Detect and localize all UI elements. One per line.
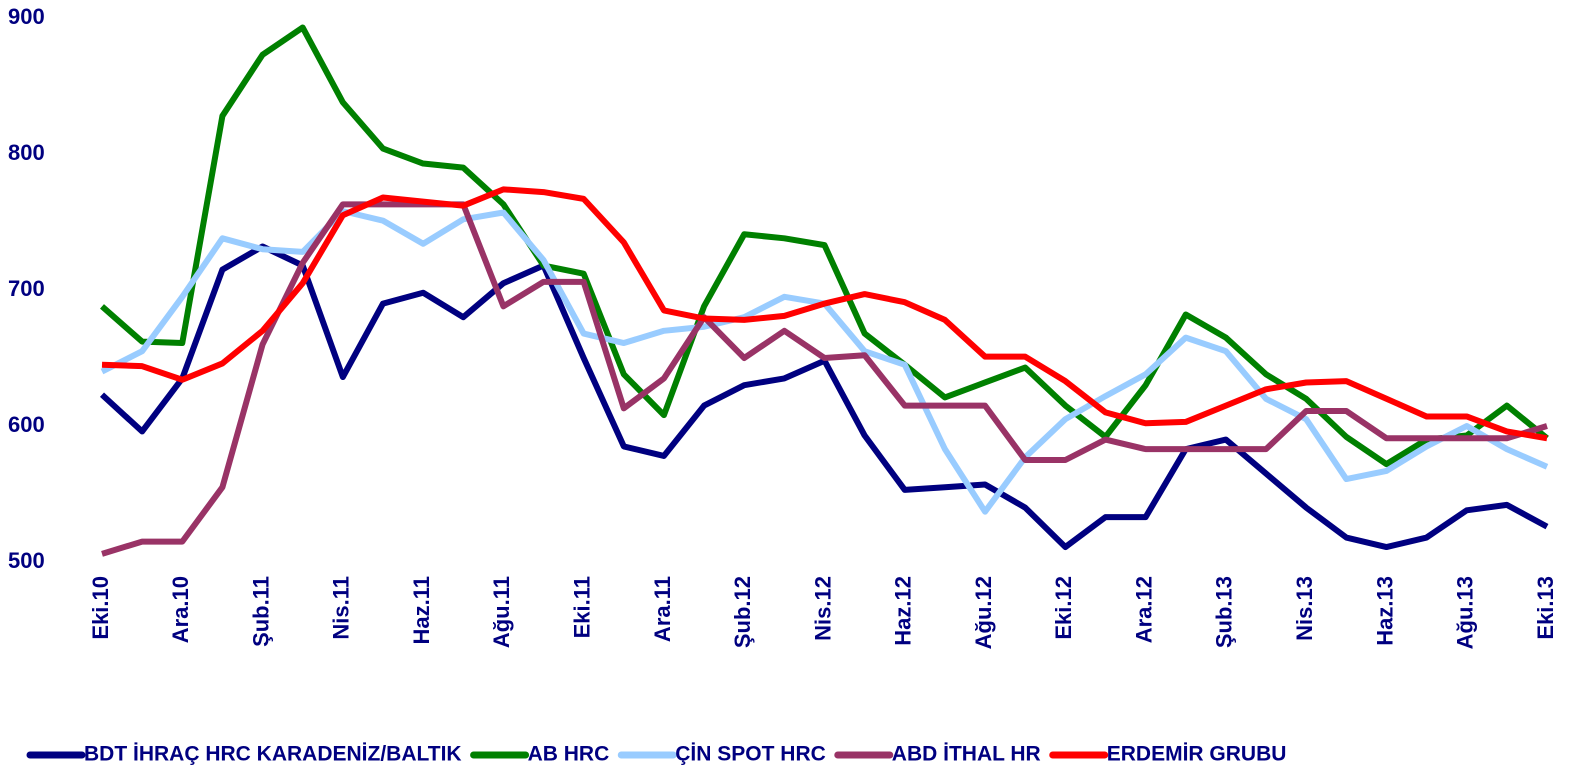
legend-label: ABD İTHAL HR — [892, 743, 1041, 766]
x-tick-label: Eki.13 — [1533, 576, 1558, 640]
legend-label: AB HRC — [528, 743, 610, 766]
x-tick-label: Şub.11 — [248, 576, 273, 647]
x-tick-label: Nis.11 — [329, 576, 354, 640]
x-tick-label: Haz.13 — [1372, 576, 1397, 646]
x-tick-label: Ara.12 — [1131, 576, 1156, 643]
y-tick-label: 600 — [8, 412, 45, 437]
x-tick-label: Nis.12 — [810, 576, 835, 641]
series-line — [99, 243, 1549, 551]
x-tick-label: Ağu.13 — [1453, 576, 1478, 649]
y-tick-label: 800 — [8, 140, 45, 165]
x-tick-label: Ara.11 — [650, 576, 675, 642]
y-tick-label: 700 — [8, 276, 45, 301]
legend-label: ERDEMİR GRUBU — [1107, 743, 1287, 766]
legend-label: BDT İHRAÇ HRC KARADENİZ/BALTIK — [84, 743, 462, 766]
x-tick-label: Eki.12 — [1051, 576, 1076, 640]
series-line — [100, 24, 1549, 468]
x-tick-label: Haz.11 — [409, 576, 434, 645]
series-line — [101, 201, 1548, 557]
x-tick-label: Eki.11 — [569, 576, 594, 638]
x-tick-label: Haz.12 — [891, 576, 916, 646]
y-tick-label: 900 — [8, 4, 45, 29]
x-tick-label: Ağu.11 — [489, 576, 514, 648]
x-tick-label: Nis.13 — [1292, 576, 1317, 641]
x-tick-label: Şub.13 — [1212, 576, 1237, 648]
x-tick-label: Ağu.12 — [971, 576, 996, 649]
legend-label: ÇİN SPOT HRC — [675, 743, 826, 766]
series-line — [101, 186, 1548, 442]
y-tick-label: 500 — [8, 548, 45, 573]
x-tick-label: Eki.10 — [88, 576, 113, 640]
x-tick-label: Şub.12 — [730, 576, 755, 648]
x-tick-label: Ara.10 — [168, 576, 193, 643]
